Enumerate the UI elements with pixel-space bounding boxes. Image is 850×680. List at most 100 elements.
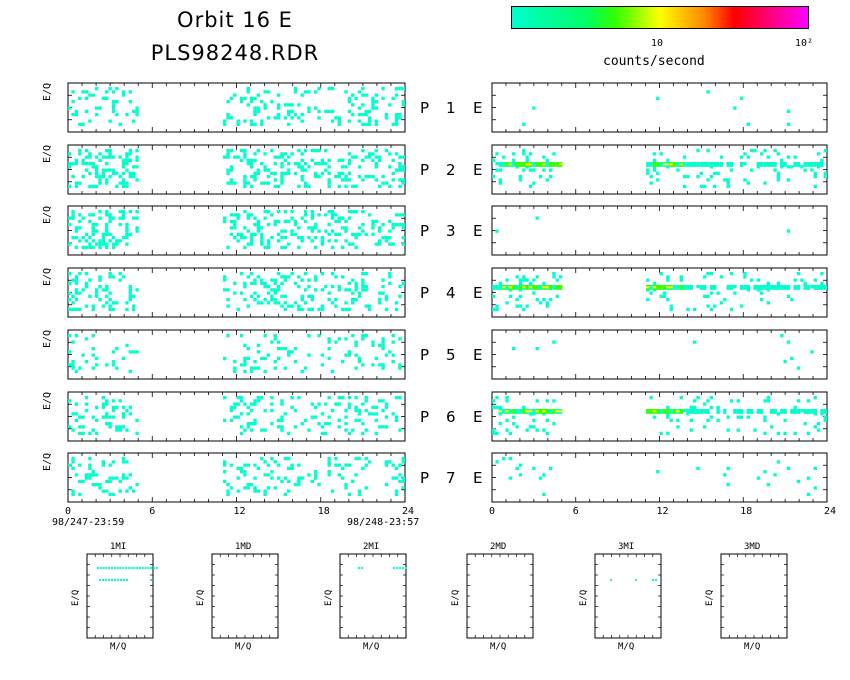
data-pixel xyxy=(676,418,680,422)
data-pixel xyxy=(270,298,274,302)
data-pixel xyxy=(249,232,254,236)
data-pixel xyxy=(132,489,136,493)
peak-pixel xyxy=(525,163,529,166)
data-pixel xyxy=(739,96,744,100)
data-pixel xyxy=(128,90,133,94)
data-pixel xyxy=(121,356,126,360)
data-pixel xyxy=(105,155,109,159)
data-pixel xyxy=(394,476,399,480)
data-pixel xyxy=(361,285,365,289)
data-pixel xyxy=(515,304,519,308)
data-pixel xyxy=(766,396,771,400)
data-pixel xyxy=(118,272,122,276)
band-pixel xyxy=(823,285,827,290)
data-pixel xyxy=(236,119,240,123)
data-pixel xyxy=(105,210,109,214)
data-pixel xyxy=(125,229,129,233)
data-pixel xyxy=(820,158,824,162)
data-pixel xyxy=(266,168,271,172)
data-pixel xyxy=(94,431,99,435)
data-pixel xyxy=(300,113,304,117)
data-pixel xyxy=(729,272,734,276)
data-pixel xyxy=(290,272,294,276)
data-pixel xyxy=(94,356,99,360)
data-pixel xyxy=(699,171,704,175)
data-pixel xyxy=(125,242,129,246)
data-pixel xyxy=(125,152,129,156)
data-pixel xyxy=(260,226,264,230)
data-pixel xyxy=(542,298,546,302)
data-pixel xyxy=(74,412,79,416)
data-pixel xyxy=(94,473,99,477)
band-pixel xyxy=(726,285,730,290)
peak-pixel xyxy=(535,410,539,413)
data-pixel xyxy=(249,366,254,370)
data-pixel xyxy=(229,149,234,153)
data-pixel xyxy=(253,232,257,236)
data-pixel xyxy=(226,245,230,249)
data-pixel xyxy=(300,294,304,298)
data-pixel xyxy=(823,171,827,175)
data-pixel xyxy=(91,165,95,169)
data-pixel xyxy=(364,175,368,179)
data-pixel xyxy=(398,155,402,159)
data-pixel xyxy=(132,304,136,308)
band-pixel xyxy=(820,285,824,290)
data-pixel xyxy=(706,90,710,94)
data-pixel xyxy=(223,418,227,422)
data-pixel xyxy=(545,158,549,162)
data-pixel xyxy=(303,213,308,217)
data-pixel xyxy=(243,470,247,474)
band-pixel xyxy=(780,409,784,414)
data-pixel xyxy=(71,307,75,311)
data-pixel xyxy=(290,304,294,308)
data-pixel xyxy=(723,178,727,182)
data-pixel xyxy=(84,149,89,153)
band-pixel xyxy=(716,162,720,167)
data-pixel xyxy=(293,87,298,91)
data-pixel xyxy=(709,291,714,295)
data-pixel xyxy=(749,149,754,153)
data-pixel xyxy=(381,363,385,367)
data-pixel xyxy=(324,168,328,172)
data-pixel xyxy=(273,460,277,464)
data-pixel xyxy=(297,304,301,308)
data-pixel xyxy=(287,479,291,483)
data-pixel xyxy=(679,278,683,282)
mini-panel-title: 1MD xyxy=(235,542,252,552)
data-pixel xyxy=(552,272,556,276)
data-pixel xyxy=(128,350,133,354)
data-pixel xyxy=(121,171,126,175)
data-pixel xyxy=(303,272,308,276)
data-pixel xyxy=(253,399,257,403)
band-pixel xyxy=(770,409,774,414)
data-pixel xyxy=(793,431,797,435)
data-pixel xyxy=(71,412,75,416)
data-pixel xyxy=(293,483,298,487)
data-pixel xyxy=(108,291,112,295)
data-pixel xyxy=(354,343,358,347)
data-pixel xyxy=(773,473,777,477)
data-pixel xyxy=(394,93,399,97)
data-pixel xyxy=(249,162,254,166)
data-pixel xyxy=(297,479,301,483)
band-pixel xyxy=(518,162,523,167)
data-pixel xyxy=(283,152,288,156)
data-pixel xyxy=(98,275,102,279)
data-pixel xyxy=(391,122,395,126)
data-pixel xyxy=(68,463,72,467)
data-pixel xyxy=(88,278,92,282)
data-pixel xyxy=(649,181,653,185)
data-pixel xyxy=(327,337,331,341)
band-pixel xyxy=(733,409,737,414)
data-pixel xyxy=(88,152,92,156)
data-pixel xyxy=(709,272,714,276)
data-pixel xyxy=(367,304,372,308)
data-pixel xyxy=(98,106,102,110)
data-pixel xyxy=(135,155,139,159)
data-pixel xyxy=(287,168,291,172)
data-pixel xyxy=(84,304,89,308)
data-pixel xyxy=(74,291,79,295)
peak-pixel xyxy=(542,410,546,413)
data-pixel xyxy=(786,294,791,298)
